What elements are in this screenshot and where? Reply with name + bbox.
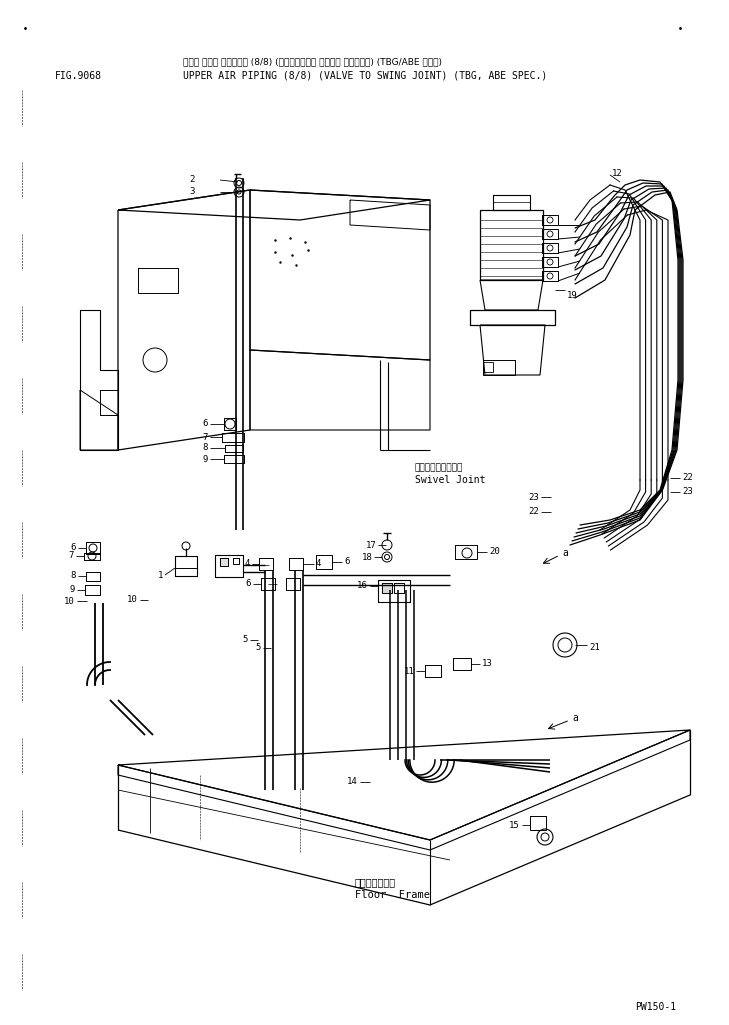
Text: UPPER AIR PIPING (8/8) (VALVE TO SWING JOINT) (TBG, ABE SPEC.): UPPER AIR PIPING (8/8) (VALVE TO SWING J… bbox=[183, 71, 547, 81]
Text: 12: 12 bbox=[612, 169, 623, 178]
Polygon shape bbox=[382, 583, 392, 593]
Text: 19: 19 bbox=[567, 290, 578, 299]
Text: FIG.9068: FIG.9068 bbox=[55, 71, 102, 81]
Text: 4: 4 bbox=[316, 560, 321, 569]
Text: 13: 13 bbox=[482, 659, 493, 668]
Text: 6: 6 bbox=[71, 543, 76, 552]
Polygon shape bbox=[220, 558, 228, 566]
Text: スイベルジョイント: スイベルジョイント bbox=[415, 463, 464, 473]
Text: 8: 8 bbox=[71, 572, 76, 580]
Text: フロアフレーム: フロアフレーム bbox=[355, 877, 396, 887]
Text: 11: 11 bbox=[405, 666, 415, 675]
Text: 6: 6 bbox=[203, 419, 208, 428]
Text: 15: 15 bbox=[510, 820, 520, 829]
Text: 2: 2 bbox=[190, 175, 195, 184]
Text: 14: 14 bbox=[347, 778, 358, 786]
Text: 20: 20 bbox=[489, 547, 500, 557]
Text: 17: 17 bbox=[366, 540, 377, 549]
Text: 10: 10 bbox=[64, 597, 75, 606]
Text: 5: 5 bbox=[256, 644, 261, 653]
Text: 4: 4 bbox=[245, 560, 250, 569]
Text: 10: 10 bbox=[128, 596, 138, 605]
Text: 23: 23 bbox=[529, 492, 539, 501]
Text: a: a bbox=[572, 713, 578, 723]
Text: Floor  Frame: Floor Frame bbox=[355, 890, 430, 900]
Text: 8: 8 bbox=[203, 444, 208, 452]
Text: 9: 9 bbox=[203, 454, 208, 463]
Text: 23: 23 bbox=[682, 488, 693, 496]
Text: Swivel Joint: Swivel Joint bbox=[415, 475, 486, 485]
Text: 9: 9 bbox=[70, 585, 75, 594]
Text: 3: 3 bbox=[190, 188, 195, 197]
Text: 5: 5 bbox=[243, 636, 248, 645]
Text: 6: 6 bbox=[246, 579, 251, 588]
Text: 7: 7 bbox=[69, 551, 74, 561]
Text: 16: 16 bbox=[357, 581, 368, 590]
Text: PW150-1: PW150-1 bbox=[635, 1002, 676, 1012]
Text: 1: 1 bbox=[157, 571, 163, 579]
Text: 18: 18 bbox=[362, 552, 373, 562]
Text: 22: 22 bbox=[682, 474, 693, 483]
Text: a: a bbox=[562, 548, 568, 558]
Text: 7: 7 bbox=[203, 433, 208, 442]
Text: 22: 22 bbox=[529, 507, 539, 517]
Text: 21: 21 bbox=[589, 644, 600, 653]
Text: 6: 6 bbox=[344, 558, 349, 567]
Text: アッパ エアー パイピング (8/8) (ハイルブ・カラ スイベル ジョイント) (TBG/ABE ショウ): アッパ エアー パイピング (8/8) (ハイルブ・カラ スイベル ジョイント)… bbox=[183, 57, 442, 67]
